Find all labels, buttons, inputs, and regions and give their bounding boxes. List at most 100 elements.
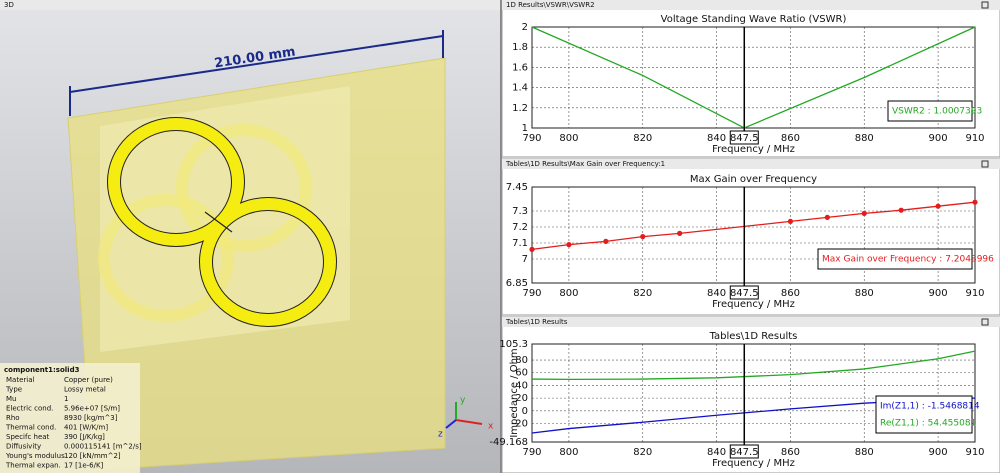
y-tick-label: 7.1 (512, 238, 528, 249)
cursor-label: 847.5 (730, 133, 759, 144)
panel-title: Tables\1D Results\Max Gain over Frequenc… (505, 160, 665, 168)
info-key: Electric cond. (6, 405, 53, 413)
x-tick-label: 910 (965, 447, 984, 458)
y-tick-label: -20 (512, 418, 528, 429)
axis-label: y (460, 396, 466, 406)
info-key: Thermal expan. (5, 462, 61, 470)
readout: Im(Z1,1) : -1.5468814 (880, 402, 980, 412)
y-tick-label: 7.3 (512, 206, 528, 217)
series-line (531, 350, 976, 381)
readout: Re(Z1,1) : 54.455081 (880, 419, 976, 429)
series-point (861, 210, 867, 216)
y-tick-label: 0 (522, 406, 528, 417)
x-tick-label: 840 (707, 288, 726, 299)
x-axis-label: Frequency / MHz (712, 299, 795, 310)
y-tick-label: 40 (515, 380, 528, 391)
series-point (640, 234, 646, 240)
series-point (898, 207, 904, 213)
y-tick-label: 1 (522, 123, 528, 134)
info-box (0, 363, 140, 473)
x-tick-label: 820 (633, 133, 652, 144)
x-tick-label: 910 (965, 288, 984, 299)
info-value: 0.000115141 [m^2/s] (64, 443, 142, 451)
x-tick-label: 900 (929, 447, 948, 458)
plot-frame (531, 343, 976, 443)
cursor-box (729, 444, 759, 459)
x-tick-label: 880 (855, 288, 874, 299)
plot-frame (531, 186, 976, 284)
y-tick-label: 60 (515, 368, 528, 379)
series-point (972, 199, 978, 205)
chart-title: Tables\1D Results (709, 331, 798, 342)
x-tick-label: 800 (559, 133, 578, 144)
y-tick-label: 2 (522, 22, 528, 33)
dimension-line (69, 35, 444, 93)
x-tick-label: 840 (707, 133, 726, 144)
chart-title: Max Gain over Frequency (690, 174, 817, 185)
x-tick-label: 790 (522, 288, 541, 299)
x-tick-label: 880 (855, 133, 874, 144)
x-axis-label: Frequency / MHz (712, 458, 795, 469)
y-tick-label: 6.85 (506, 278, 528, 289)
info-value: 390 [J/K/kg] (64, 433, 105, 441)
series-point (824, 214, 830, 220)
axis-label: x (488, 422, 494, 432)
y-tick-label: 1.2 (512, 103, 528, 114)
info-key: Thermal cond. (5, 424, 56, 432)
series-point (787, 218, 794, 224)
x-tick-label: 840 (707, 447, 726, 458)
panel-title: Tables\1D Results (505, 318, 568, 326)
x-tick-label: 800 (559, 447, 578, 458)
info-key: Material (6, 376, 34, 384)
x-tick-label: 820 (633, 447, 652, 458)
info-key: Mu (6, 395, 16, 403)
panel-bar (502, 0, 1000, 10)
readout-box (887, 100, 973, 122)
y-tick-label: 1.6 (512, 62, 528, 73)
window-button (981, 1, 989, 9)
x-tick-label: 900 (929, 133, 948, 144)
info-value: 17 [1e-6/K] (64, 462, 104, 470)
panel-bar (502, 317, 1000, 327)
x-tick-label: 790 (522, 447, 541, 458)
rings (108, 118, 336, 326)
splitter (500, 0, 502, 473)
info-key: Type (5, 386, 22, 394)
x-tick-label: 860 (781, 288, 800, 299)
info-key: Diffusivity (6, 443, 41, 451)
axis-label: z (438, 430, 443, 440)
series-point (566, 242, 572, 248)
y-tick-label: 20 (515, 393, 528, 404)
x-tick-label: 880 (855, 447, 874, 458)
gap (204, 211, 233, 233)
readout: VSWR2 : 1.0007393 (892, 107, 982, 117)
info-value: 8930 [kg/m^3] (64, 414, 118, 422)
y-tick-label: -49.168 (489, 437, 528, 448)
series-point (677, 230, 683, 236)
info-value: 5.96e+07 [S/m] (64, 405, 120, 413)
info-heading: component1:solid3 (4, 366, 80, 374)
y-axis-label: Impedance / Ohm (509, 348, 520, 437)
info-rows: Material Copper (pure) Type Lossy metal Mu 1 E… (5, 376, 142, 470)
series-point (529, 246, 535, 252)
x-tick-label: 860 (781, 447, 800, 458)
cursor-label: 847.5 (730, 447, 759, 458)
y-tick-label: 7.2 (512, 222, 528, 233)
info-key: Specifc heat (6, 433, 50, 441)
readout: Max Gain over Frequency : 7.2043996 (822, 255, 994, 265)
panel-bar (0, 0, 500, 10)
y-tick-label: 105.3 (499, 339, 528, 350)
axis-gizmo (445, 402, 483, 429)
x-tick-label: 900 (929, 288, 948, 299)
info-value: 1 (64, 395, 68, 403)
x-tick-label: 860 (781, 133, 800, 144)
x-tick-label: 910 (965, 133, 984, 144)
panel-bar (502, 159, 1000, 169)
back-rings (98, 124, 312, 322)
series-point (603, 238, 609, 244)
info-key: Rho (6, 414, 20, 422)
info-value: Lossy metal (64, 386, 106, 394)
x-tick-label: 790 (522, 133, 541, 144)
